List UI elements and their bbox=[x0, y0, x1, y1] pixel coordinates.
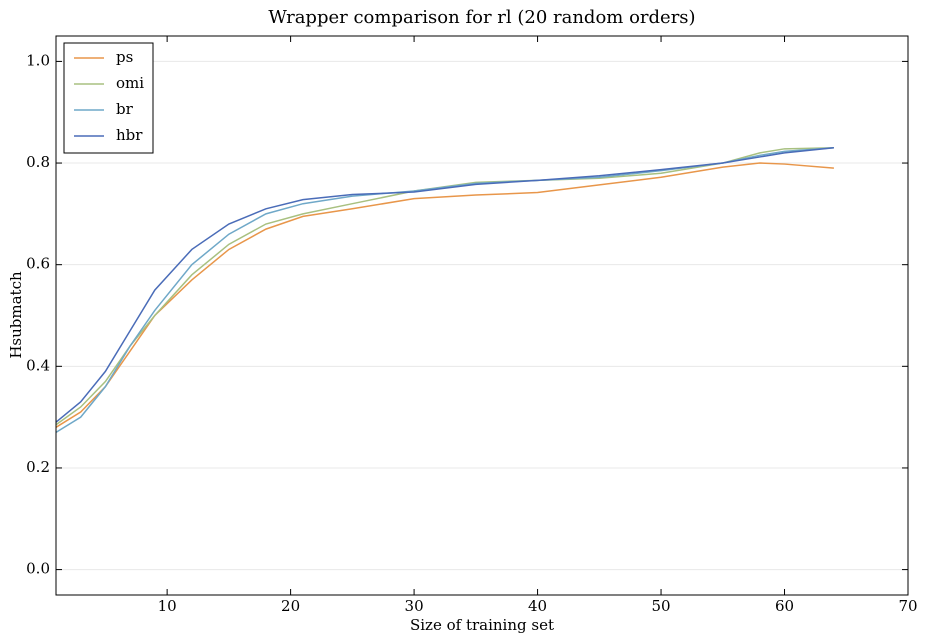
legend-label: omi bbox=[116, 74, 144, 92]
y-tick-label: 0.6 bbox=[26, 255, 50, 273]
y-tick-label: 1.0 bbox=[26, 51, 50, 69]
x-tick-label: 40 bbox=[528, 597, 547, 615]
y-axis-label: Hsubmatch bbox=[7, 271, 25, 359]
chart-title: Wrapper comparison for rl (20 random ord… bbox=[268, 7, 695, 28]
x-tick-label: 10 bbox=[158, 597, 177, 615]
x-tick-label: 50 bbox=[651, 597, 670, 615]
x-tick-label: 60 bbox=[775, 597, 794, 615]
legend-label: hbr bbox=[116, 126, 143, 144]
plot-frame bbox=[55, 35, 909, 596]
y-tick-label: 0.8 bbox=[26, 153, 50, 171]
legend-box bbox=[63, 42, 154, 154]
legend-label: br bbox=[116, 100, 134, 118]
y-tick-label: 0.0 bbox=[26, 560, 50, 578]
line-series bbox=[55, 147, 834, 434]
line-series bbox=[55, 162, 834, 428]
y-tick-label: 0.4 bbox=[26, 356, 50, 374]
line-series bbox=[55, 147, 834, 426]
x-tick-label: 70 bbox=[898, 597, 917, 615]
x-axis-label: Size of training set bbox=[410, 616, 554, 634]
x-tick-label: 20 bbox=[281, 597, 300, 615]
x-tick-label: 30 bbox=[405, 597, 424, 615]
y-tick-label: 0.2 bbox=[26, 458, 50, 476]
line-series bbox=[55, 147, 834, 423]
legend-label: ps bbox=[116, 48, 133, 66]
